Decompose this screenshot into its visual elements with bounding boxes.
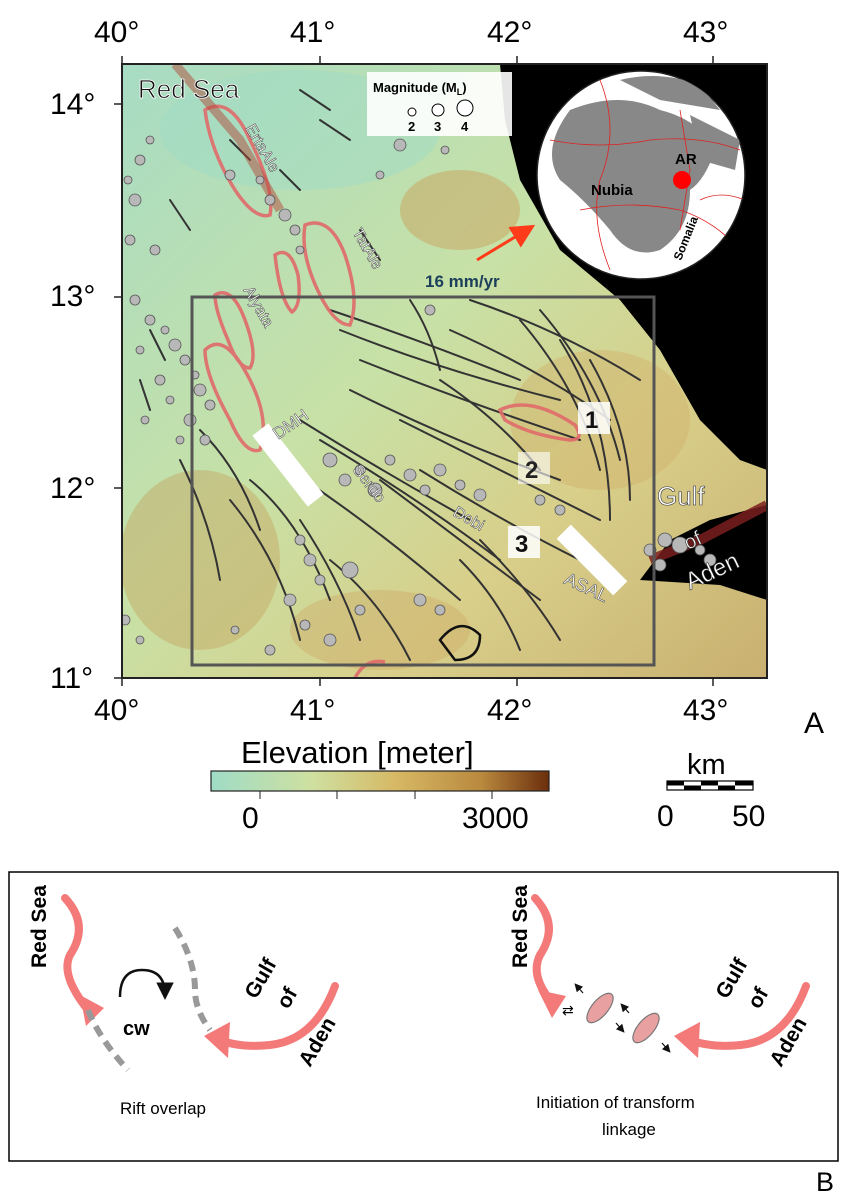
bottom-tick-41: 41°: [290, 694, 335, 727]
map-area: Nubia AR Somalia 16 mm/yr Magnitude (ML)…: [122, 64, 767, 678]
highland-patch: [400, 170, 520, 250]
globe-inset: Nubia AR Somalia: [536, 70, 746, 280]
alyata-outline: [213, 291, 255, 370]
bottom-tick-40: 40°: [94, 694, 139, 727]
dmh-outline: [203, 342, 266, 453]
left-tick-14: 14°: [50, 88, 95, 121]
magnitude-3-symbol: [431, 103, 445, 117]
magnitude-title: Magnitude (M: [373, 80, 457, 95]
study-area-box: [190, 295, 656, 667]
panel-label-a: A: [804, 707, 824, 740]
cw-label: cw: [123, 1018, 150, 1040]
panel-label-b: B: [816, 1167, 834, 1197]
rift-overlap-caption: Rift overlap: [120, 1099, 206, 1118]
left-red-sea-label: Red Sea: [28, 885, 51, 968]
plate-rate-label: 16 mm/yr: [425, 272, 500, 291]
svg-text:3: 3: [515, 531, 528, 558]
magnitude-4-label: 4: [461, 119, 469, 134]
gulf-label: Gulf: [657, 481, 705, 511]
box-2-marker: 2: [518, 452, 550, 484]
left-overlap-dashed-2: [172, 926, 213, 1032]
top-tick-41: 41°: [290, 16, 335, 49]
transform-ellipse-1: [586, 992, 614, 1024]
panel-b: Red Sea cw Gulf of Aden Rift overlap Red…: [8, 871, 839, 1197]
right-gulf-arrow: [686, 982, 810, 1050]
globe-nubia-label: Nubia: [591, 182, 633, 199]
elevation-scale: Elevation [meter] 0 3000: [210, 735, 550, 835]
top-tick-43: 43°: [683, 16, 728, 49]
ar-marker: [673, 171, 691, 189]
distance-tick-0: 0: [657, 800, 674, 833]
ertaale-outline: [203, 104, 273, 218]
box1-outline: [497, 403, 581, 442]
left-tick-13: 13°: [50, 280, 95, 313]
cw-rotation-arrow: [118, 968, 174, 1000]
bottom-tick-42: 42°: [487, 694, 532, 727]
globe-ar-label: AR: [675, 151, 697, 168]
right-gulf-arrowhead: [674, 1022, 700, 1058]
dmh-extension-bar: [252, 423, 324, 507]
asal-extension-bar: [556, 524, 628, 596]
elevation-tick-3000: 3000: [462, 802, 529, 835]
tatale-outline: [302, 221, 356, 327]
plate-motion-arrow: [476, 224, 536, 262]
earthquake-dots: [122, 135, 717, 656]
left-gulf-arrowhead: [204, 1022, 230, 1058]
elevation-colorbar: [210, 770, 550, 792]
left-tick-11: 11°: [50, 662, 93, 695]
magnitude-4-symbol: [456, 99, 474, 117]
magnitude-legend: Magnitude (ML) 2 3 4: [367, 72, 512, 136]
magnitude-2-symbol: [407, 107, 417, 117]
svg-text:1: 1: [585, 407, 598, 434]
rift-overlap-schematic: Red Sea cw Gulf of Aden Rift overlap: [28, 885, 341, 1118]
right-red-sea-arrowhead: [538, 990, 566, 1018]
box-3-marker: 3: [508, 526, 540, 558]
shear-sense-symbol: ⇄: [562, 1002, 574, 1018]
map-frame: [121, 63, 768, 679]
red-sea-label: Red Sea: [138, 74, 240, 104]
left-red-sea-arrowhead: [80, 995, 104, 1026]
svg-text:2: 2: [525, 457, 538, 484]
transform-caption-line1: Initiation of transform: [536, 1093, 695, 1112]
left-gulf-arrow: [216, 982, 339, 1050]
highland-patch: [122, 470, 280, 650]
left-tick-12: 12°: [50, 472, 95, 505]
magnitude-subscript: L: [457, 87, 463, 97]
right-red-sea-label: Red Sea: [509, 885, 532, 968]
top-tick-42: 42°: [487, 16, 532, 49]
distance-scale: km 0 50: [657, 749, 765, 833]
djibouti-border: [438, 625, 482, 662]
gulf-rift-line: [648, 500, 767, 565]
magnitude-3-label: 3: [434, 119, 441, 134]
panel-b-frame: [8, 871, 839, 1162]
svg-text:Magnitude (ML): Magnitude (ML): [373, 80, 467, 97]
transform-caption-line2: linkage: [602, 1120, 656, 1139]
top-tick-40: 40°: [94, 16, 139, 49]
magnitude-title-end: ): [462, 80, 466, 95]
left-red-sea-arrow: [61, 894, 92, 1014]
tatale-small-outline: [273, 250, 301, 315]
transform-ellipse-2: [632, 1012, 660, 1044]
bottom-tick-43: 43°: [683, 694, 728, 727]
right-red-sea-arrow: [531, 894, 554, 1004]
map-ticks: [114, 56, 714, 686]
left-overlap-dashed-1: [85, 1008, 131, 1073]
box-1-marker: 1: [578, 402, 610, 434]
map-panel: Nubia AR Somalia 16 mm/yr Magnitude (ML)…: [50, 16, 824, 835]
highland-patch: [290, 590, 470, 670]
magnitude-2-label: 2: [408, 119, 415, 134]
red-sea-axis: [171, 64, 284, 213]
elevation-title: Elevation [meter]: [241, 735, 474, 770]
distance-tick-50: 50: [732, 800, 765, 833]
elevation-tick-0: 0: [242, 802, 259, 835]
distance-unit: km: [687, 749, 726, 781]
